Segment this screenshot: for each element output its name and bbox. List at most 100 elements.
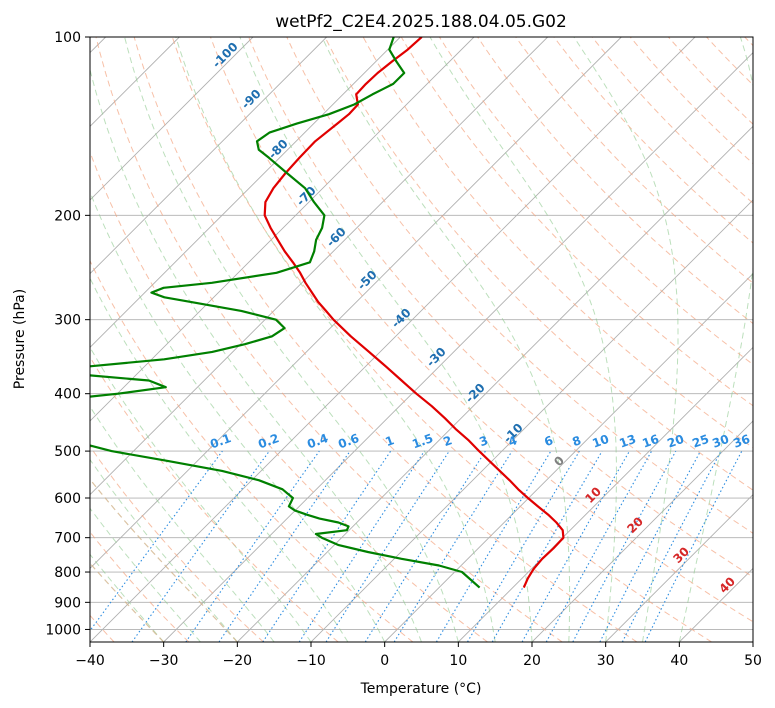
mixing-ratio-label: 25: [690, 432, 710, 451]
isopleth-labels: -100-90-80-70-60-50-40-30-20-10010203040…: [208, 40, 752, 596]
dry-adiabat: [171, 37, 712, 642]
profile-series: [90, 37, 565, 589]
y-tick-label: 1000: [45, 622, 81, 638]
mixing-ratio-line: [521, 450, 630, 642]
x-tick-label: 50: [744, 653, 762, 669]
dry-adiabat: [210, 37, 753, 623]
x-axis-title: Temperature (°C): [360, 681, 482, 697]
mixing-ratio-line: [572, 450, 677, 642]
dry-adiabat: [591, 37, 753, 204]
x-tick-label: 0: [380, 653, 389, 669]
mixing-ratio-line: [90, 450, 223, 632]
isotherm-line: [90, 37, 475, 422]
y-tick-label: 900: [54, 595, 81, 611]
dry-adiabat: [362, 37, 753, 449]
mixing-ratio-label: 0.4: [305, 431, 330, 451]
dry-adiabat: [477, 37, 753, 325]
isotherm-line: [237, 125, 753, 642]
mixing-ratio-lines: [90, 450, 743, 642]
isotherm-line: [163, 52, 753, 642]
isotherm-line: [90, 37, 622, 569]
moist-adiabat: [573, 37, 679, 642]
dewpoint-profile-line: [90, 37, 481, 589]
isotherm-line: [90, 37, 327, 275]
x-tick-label: −30: [149, 653, 179, 669]
y-tick-label: 300: [54, 313, 81, 329]
dry-adiabat: [629, 37, 753, 165]
mixing-ratio-line: [393, 450, 513, 642]
isotherm-line: [90, 37, 401, 348]
moist-adiabat: [90, 405, 275, 642]
isotherm-line: [90, 37, 254, 201]
mixing-ratio-line: [185, 450, 320, 642]
dry-adiabat: [90, 259, 414, 642]
dry-adiabat: [515, 37, 753, 284]
y-tick-label: 600: [54, 491, 81, 507]
mixing-ratio-line: [131, 450, 270, 642]
moist-adiabat: [90, 553, 165, 642]
y-tick-label: 700: [54, 531, 81, 547]
x-tick-label: 30: [597, 653, 615, 669]
moist-adiabat: [124, 37, 459, 642]
mixing-ratio-label: 0.1: [208, 431, 233, 451]
mixing-ratio-label: 13: [617, 432, 637, 451]
mixing-ratio-line: [262, 450, 392, 642]
y-axis-title: Pressure (hPa): [12, 289, 28, 389]
mixing-ratio-label: 36: [731, 432, 751, 451]
moist-adiabat: [90, 277, 349, 642]
mixing-ratio-label: 1.5: [410, 431, 435, 451]
mixing-ratio-label: 10: [590, 432, 610, 451]
dry-adiabat: [95, 37, 563, 642]
dry-adiabat: [248, 37, 753, 578]
dry-adiabat: [133, 37, 638, 642]
moist-adiabat: [90, 507, 201, 642]
mixing-ratio-line: [644, 450, 743, 642]
dry-adiabat: [400, 37, 753, 407]
moist-adiabat: [90, 346, 312, 642]
moist-adiabat: [321, 37, 571, 642]
dry-adiabat: [90, 445, 264, 642]
x-tick-label: −20: [223, 653, 253, 669]
y-tick-label: 500: [54, 444, 81, 460]
isotherm-line: [531, 420, 753, 642]
y-tick-label: 100: [54, 30, 81, 46]
moist-adiabats: [90, 37, 753, 642]
moist-adiabat: [175, 37, 496, 642]
moist-adiabat: [429, 37, 617, 642]
mixing-ratio-line: [325, 450, 450, 642]
mixing-ratio-line: [298, 450, 425, 642]
temperature-profile-line: [263, 37, 565, 589]
moist-adiabat: [90, 458, 238, 642]
moist-adiabat: [678, 37, 753, 642]
y-tick-label: 400: [54, 387, 81, 403]
isotherm-line: [605, 494, 753, 642]
x-axis: −40 −30 −20 −10 0 10 20 30 40 50: [75, 642, 762, 669]
x-tick-label: 20: [523, 653, 541, 669]
mixing-ratio-line: [545, 450, 653, 642]
mixing-ratio-label: 0.6: [336, 431, 361, 451]
x-tick-label: −40: [75, 653, 105, 669]
x-tick-label: 10: [449, 653, 467, 669]
isotherm-line: [384, 273, 753, 642]
skewed-temperature-grid: [90, 37, 753, 642]
x-tick-label: 40: [670, 653, 688, 669]
dry-adiabat: [324, 37, 753, 491]
dry-adiabats: [90, 37, 753, 642]
moist-adiabat: [90, 190, 386, 642]
mixing-ratio-label: 30: [710, 432, 730, 451]
pressure-grid: [90, 37, 753, 630]
moist-adiabat: [90, 67, 422, 642]
mixing-ratio-line: [218, 450, 351, 642]
y-tick-label: 200: [54, 208, 81, 224]
y-tick-label: 800: [54, 565, 81, 581]
x-tick-label: −10: [296, 653, 326, 669]
mixing-ratio-label: 20: [665, 432, 685, 451]
plot-frame: [89, 36, 754, 643]
moist-adiabat: [239, 37, 533, 642]
y-axis: 100 200 300 400 500 600 700 800 900 1000: [45, 30, 90, 638]
mixing-ratio-label: 0.2: [256, 431, 281, 451]
isotherm-line: [90, 37, 548, 496]
mixing-ratio-label: 16: [640, 432, 660, 451]
